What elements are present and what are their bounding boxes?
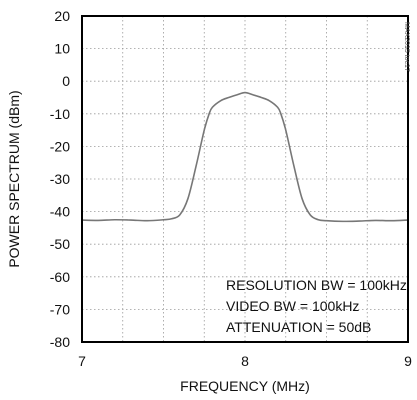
y-tick-label: -70 bbox=[50, 301, 70, 317]
spectrum-trace-0 bbox=[81, 91, 409, 223]
y-tick-label: -50 bbox=[50, 236, 70, 252]
annotation-video-bw: VIDEO BW = 100kHz bbox=[226, 298, 359, 314]
figure-id-watermark: MAX2015 toc17 bbox=[403, 22, 410, 72]
y-tick-label: -20 bbox=[50, 138, 70, 154]
y-tick-label: -30 bbox=[50, 171, 70, 187]
y-tick-label: -40 bbox=[50, 204, 70, 220]
x-tick-label: 8 bbox=[241, 353, 249, 369]
y-axis-title: POWER SPECTRUM (dBm) bbox=[6, 90, 22, 267]
x-tick-label: 9 bbox=[404, 353, 412, 369]
x-axis-title: FREQUENCY (MHz) bbox=[180, 378, 310, 394]
y-tick-label: -80 bbox=[50, 334, 70, 350]
y-tick-labels: 20 10 0 -10 -20 -30 -40 -50 -60 -70 -80 bbox=[50, 8, 70, 350]
y-tick-label: 20 bbox=[54, 8, 70, 24]
annotation-attenuation: ATTENUATION = 50dB bbox=[226, 319, 371, 335]
y-tick-label: -60 bbox=[50, 269, 70, 285]
annotation-resolution-bw: RESOLUTION BW = 100kHz bbox=[226, 277, 407, 293]
x-tick-labels: 7 8 9 bbox=[78, 353, 412, 369]
trace-layer bbox=[81, 91, 409, 223]
plot-frame bbox=[81, 15, 409, 343]
y-tick-label: 10 bbox=[54, 41, 70, 57]
grid-lines bbox=[81, 15, 409, 343]
y-tick-label: 0 bbox=[62, 73, 70, 89]
y-tick-label: -10 bbox=[50, 106, 70, 122]
x-tick-label: 7 bbox=[78, 353, 86, 369]
